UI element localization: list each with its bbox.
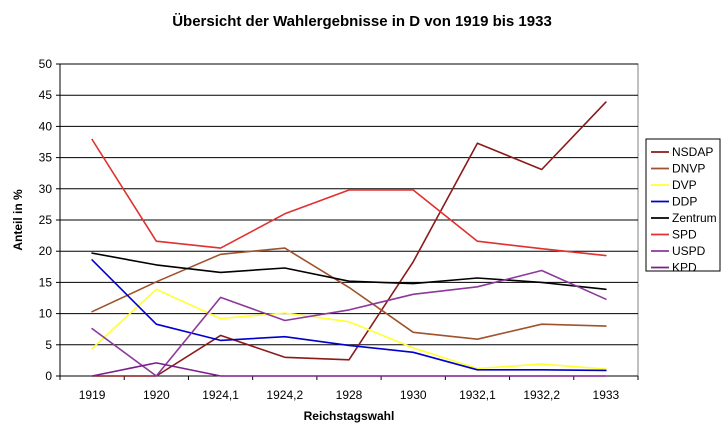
x-tick-label: 1919 bbox=[79, 388, 106, 402]
y-tick-label: 40 bbox=[39, 119, 53, 133]
x-tick-label: 1924,2 bbox=[266, 388, 303, 402]
y-tick-label: 15 bbox=[39, 275, 53, 289]
y-tick-label: 20 bbox=[39, 244, 53, 258]
x-tick-label: 1933 bbox=[593, 388, 620, 402]
x-tick-label: 1932,1 bbox=[459, 388, 496, 402]
legend-label-nsdap: NSDAP bbox=[672, 145, 713, 159]
x-axis-ticks: 1919 1920 1924,1 1924,2 1928 1930 1932,1 1932,2… bbox=[59, 376, 639, 402]
series-line-dnvp bbox=[91, 247, 607, 341]
y-tick-label: 5 bbox=[45, 338, 52, 352]
legend-label-ddp: DDP bbox=[672, 195, 697, 209]
x-axis-label: Reichstagswahl bbox=[304, 409, 395, 423]
y-tick-label: 30 bbox=[39, 182, 53, 196]
series-line-kpd bbox=[91, 362, 607, 377]
series bbox=[91, 101, 607, 377]
legend-label-zentrum: Zentrum bbox=[672, 211, 717, 225]
legend-label-dvp: DVP bbox=[672, 178, 697, 192]
legend-box bbox=[645, 138, 721, 272]
y-tick-label: 25 bbox=[39, 213, 53, 227]
y-tick-label: 45 bbox=[39, 88, 53, 102]
y-axis-ticks: 0 5 10 15 20 25 30 35 40 45 50 bbox=[39, 57, 60, 383]
series-line-ddp bbox=[91, 259, 607, 372]
grid bbox=[60, 63, 638, 346]
y-tick-label: 0 bbox=[45, 369, 52, 383]
y-tick-label: 10 bbox=[39, 307, 53, 321]
x-tick-label: 1920 bbox=[143, 388, 170, 402]
legend-label-spd: SPD bbox=[672, 228, 697, 242]
legend: NSDAP DNVP DVP DDP Zentrum SPD USPD KPD bbox=[645, 138, 721, 275]
y-tick-label: 35 bbox=[39, 151, 53, 165]
series-line-zentrum bbox=[91, 252, 607, 291]
series-line-uspd bbox=[91, 269, 607, 377]
x-tick-label: 1928 bbox=[336, 388, 363, 402]
x-tick-label: 1932,2 bbox=[523, 388, 560, 402]
legend-label-kpd: KPD bbox=[672, 261, 697, 275]
y-axis-label: Anteil in % bbox=[11, 189, 25, 251]
series-line-spd bbox=[91, 138, 607, 257]
series-line-nsdap bbox=[91, 101, 607, 377]
x-tick-label: 1930 bbox=[400, 388, 427, 402]
x-tick-label: 1924,1 bbox=[202, 388, 239, 402]
legend-label-dnvp: DNVP bbox=[672, 162, 705, 176]
y-tick-label: 50 bbox=[39, 57, 53, 71]
chart-title: Übersicht der Wahlergebnisse in D von 19… bbox=[172, 13, 552, 30]
legend-label-uspd: USPD bbox=[672, 244, 706, 258]
series-line-dvp bbox=[91, 288, 607, 370]
